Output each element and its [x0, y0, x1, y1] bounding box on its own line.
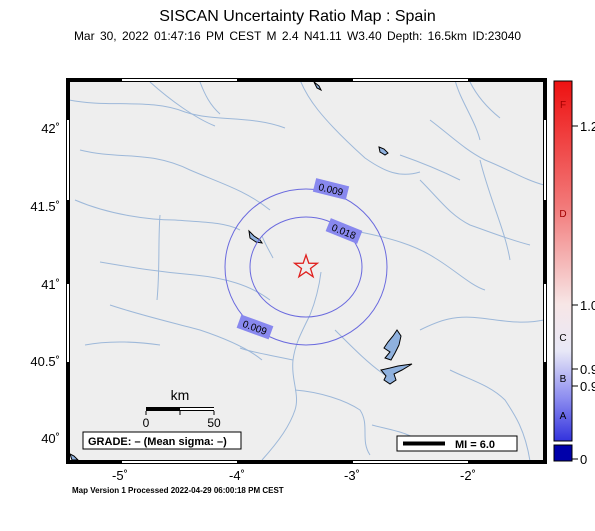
- scale-tick-right: 50: [207, 416, 221, 430]
- reservoirs: [69, 81, 413, 461]
- colorbar-value-3: 0.9: [580, 362, 595, 377]
- star-icon: [292, 252, 320, 279]
- colorbar: F D C B A 1.2 1.0 0.9 0.9 0: [553, 80, 595, 467]
- scale-bar: km 0 50: [143, 387, 221, 430]
- colorbar-value-4: 0.9: [580, 379, 595, 394]
- lat-label-41: 41˚: [41, 277, 60, 292]
- uncertainty-contours: [224, 188, 388, 346]
- map-frame: [66, 78, 547, 464]
- lon-label-4: -4˚: [229, 468, 245, 483]
- mi-legend: MI = 6.0: [396, 435, 518, 452]
- lat-labels: 42˚ 41.5˚ 41˚ 40.5˚ 40˚: [30, 121, 60, 446]
- grade-d: D: [559, 209, 566, 220]
- mi-legend-text: MI = 6.0: [455, 439, 495, 451]
- grade-f: F: [560, 100, 566, 111]
- rivers: [69, 81, 544, 461]
- land-area: [68, 80, 545, 462]
- scale-unit: km: [171, 387, 190, 403]
- lon-labels: -5˚ -4˚ -3˚ -2˚: [112, 468, 476, 483]
- map-title: SISCAN Uncertainty Ratio Map : Spain: [159, 8, 436, 25]
- grade-text: GRADE: – (Mean sigma: –): [88, 436, 227, 448]
- contour-inner: [249, 216, 363, 318]
- lat-label-40: 40˚: [41, 431, 60, 446]
- map-panel: [68, 80, 545, 462]
- scale-tick-left: 0: [143, 416, 150, 430]
- map-footer: Map Version 1 Processed 2022-04-29 06:00…: [72, 486, 284, 495]
- lon-label-2: -2˚: [460, 468, 476, 483]
- grade-box: GRADE: – (Mean sigma: –): [82, 431, 242, 450]
- colorbar-value-5: 0: [580, 452, 587, 467]
- lat-label-40-5: 40.5˚: [30, 354, 60, 369]
- grade-c: C: [559, 333, 566, 344]
- grade-a: A: [560, 411, 567, 422]
- event-subtitle: Mar 30, 2022 01:47:16 PM CEST M 2.4 N41.…: [73, 29, 522, 43]
- grade-b: B: [560, 374, 567, 385]
- contour-outer: [224, 188, 388, 346]
- colorbar-value-2: 1.0: [580, 298, 595, 313]
- lon-label-3: -3˚: [344, 468, 360, 483]
- lon-label-5: -5˚: [112, 468, 128, 483]
- lat-label-42: 42˚: [41, 121, 60, 136]
- lat-label-41-5: 41.5˚: [30, 199, 60, 214]
- colorbar-value-1: 1.2: [580, 119, 595, 134]
